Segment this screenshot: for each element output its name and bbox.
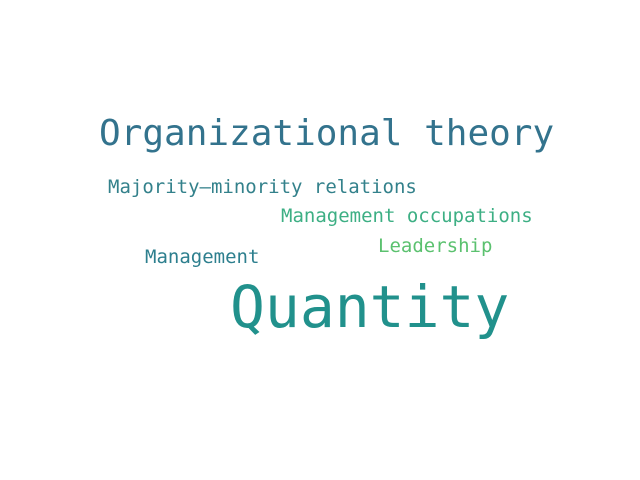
word-leadership: Leadership	[378, 235, 493, 257]
word-quantity: Quantity	[230, 273, 510, 341]
word-organizational-theory: Organizational theory	[99, 113, 555, 154]
word-management-occupations: Management occupations	[281, 205, 533, 227]
word-management: Management	[145, 246, 260, 268]
word-majority-minority-relations: Majority–minority relations	[108, 176, 417, 198]
